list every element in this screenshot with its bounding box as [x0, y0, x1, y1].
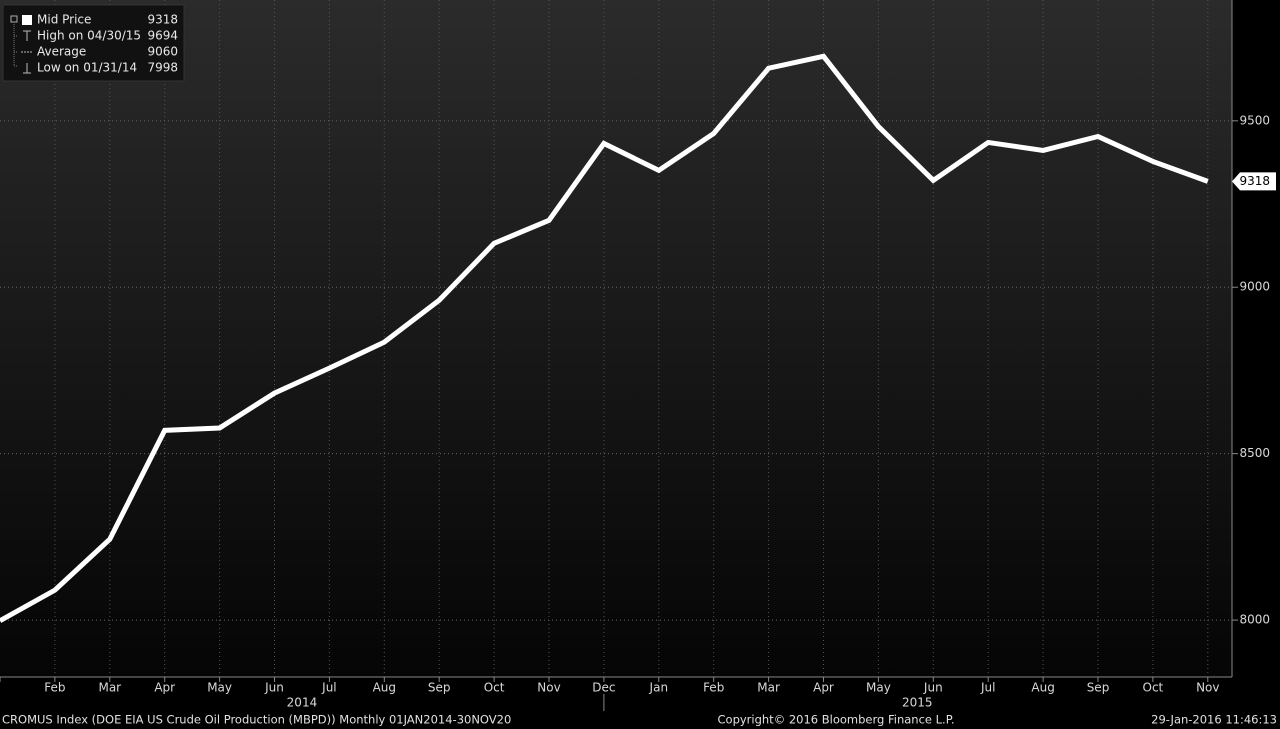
x-tick-label: May	[866, 681, 891, 695]
x-tick-label: Aug	[373, 681, 396, 695]
legend-box	[2, 4, 185, 82]
y-tick-label: 8000	[1239, 613, 1270, 627]
footer-center: Copyright© 2016 Bloomberg Finance L.P.	[718, 713, 955, 727]
x-tick-label: Jan	[649, 681, 669, 695]
legend-toggle	[10, 15, 18, 23]
last-value-label: 9318	[1239, 174, 1270, 188]
legend-value: 9060	[147, 45, 178, 59]
plot-area	[0, 0, 1232, 677]
legend-label: Low on 01/31/14	[37, 61, 137, 75]
x-tick-label: Feb	[703, 681, 724, 695]
x-tick-label: Sep	[428, 681, 451, 695]
y-tick-label: 8500	[1239, 446, 1270, 460]
legend-value: 9318	[147, 13, 178, 27]
x-tick-label: Nov	[1196, 681, 1219, 695]
x-tick-label: Mar	[98, 681, 121, 695]
footer-left: CROMUS Index (DOE EIA US Crude Oil Produ…	[2, 713, 511, 727]
legend-value: 7998	[147, 61, 178, 75]
x-tick-label: Nov	[537, 681, 560, 695]
year-label: 2015	[902, 696, 933, 710]
legend-swatch	[22, 15, 32, 25]
x-tick-label: Feb	[44, 681, 65, 695]
year-label: 2014	[287, 696, 318, 710]
legend: Mid Price 9318 High on 04/30/15 9694 Average…	[2, 4, 185, 82]
y-tick-label: 9500	[1239, 113, 1270, 127]
legend-label: Average	[37, 45, 86, 59]
footer-right: 29-Jan-2016 11:46:13	[1151, 713, 1277, 727]
legend-low-icon	[23, 63, 31, 74]
x-tick-label: Jun	[923, 681, 943, 695]
y-tick-label: 9000	[1239, 280, 1270, 294]
legend-tree	[13, 24, 18, 67]
x-tick-label: Aug	[1031, 681, 1054, 695]
legend-value: 9694	[147, 29, 178, 43]
legend-high-icon	[23, 30, 31, 41]
x-tick-label: Jun	[264, 681, 284, 695]
x-tick-label: Dec	[592, 681, 615, 695]
price-line	[0, 53, 1209, 623]
last-value-tag	[1232, 172, 1276, 191]
x-tick-label: Apr	[154, 681, 175, 695]
x-tick-label: Jul	[321, 681, 336, 695]
x-tick-label: Apr	[813, 681, 834, 695]
x-tick-label: Oct	[1143, 681, 1164, 695]
legend-label: Mid Price	[37, 13, 91, 27]
x-tick-label: Jul	[980, 681, 995, 695]
x-tick-label: Sep	[1087, 681, 1110, 695]
x-tick-label: Mar	[757, 681, 780, 695]
legend-label: High on 04/30/15	[37, 29, 141, 43]
x-tick-label: Oct	[484, 681, 505, 695]
x-tick-label: May	[207, 681, 232, 695]
